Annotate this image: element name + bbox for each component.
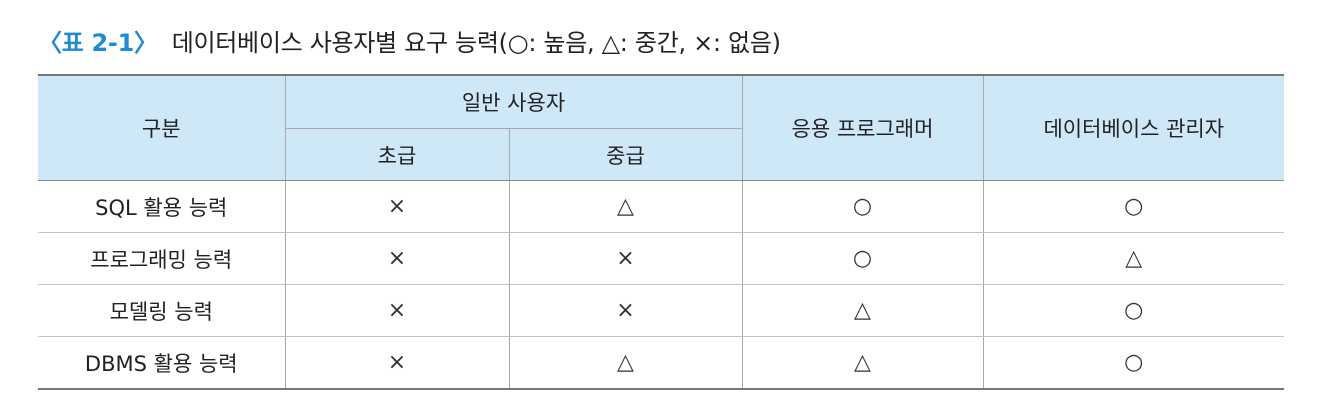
header-dba: 데이터베이스 관리자 xyxy=(982,75,1284,181)
cell-dba: ○ xyxy=(982,336,1284,389)
table-title: 데이터베이스 사용자별 요구 능력(○: 높음, △: 중간, ×: 없음) xyxy=(171,28,781,57)
header-category: 구분 xyxy=(38,75,286,181)
cell-dba: △ xyxy=(982,232,1284,285)
table-body: SQL 활용 능력 × △ ○ ○ 프로그래밍 능력 × × ○ △ 모델링 능… xyxy=(38,180,1284,389)
row-label: 모델링 능력 xyxy=(38,284,286,337)
cell-intermediate: × xyxy=(508,232,743,285)
cell-beginner: × xyxy=(284,232,510,285)
cell-programmer: ○ xyxy=(741,232,984,285)
table-header: 구분 일반 사용자 응용 프로그래머 데이터베이스 관리자 초급 중급 xyxy=(38,75,1284,181)
table-caption: 〈표 2-1〉 데이터베이스 사용자별 요구 능력(○: 높음, △: 중간, … xyxy=(38,20,781,60)
cell-intermediate: × xyxy=(508,284,743,337)
cell-intermediate: △ xyxy=(508,336,743,389)
header-row-2: 초급 중급 xyxy=(38,128,1284,181)
table-row: SQL 활용 능력 × △ ○ ○ xyxy=(38,180,1284,233)
table-row: 모델링 능력 × × △ ○ xyxy=(38,284,1284,337)
requirements-table: 구분 일반 사용자 응용 프로그래머 데이터베이스 관리자 초급 중급 SQL … xyxy=(38,74,1284,390)
row-label: SQL 활용 능력 xyxy=(38,180,286,233)
header-general-user: 일반 사용자 xyxy=(284,75,743,129)
table-number-label: 〈표 2-1〉 xyxy=(38,28,158,57)
header-beginner: 초급 xyxy=(285,128,510,181)
cell-beginner: × xyxy=(284,336,510,389)
cell-beginner: × xyxy=(284,284,510,337)
header-row-1: 구분 일반 사용자 응용 프로그래머 데이터베이스 관리자 xyxy=(38,75,1284,181)
cell-dba: ○ xyxy=(982,180,1284,233)
row-label: 프로그래밍 능력 xyxy=(38,232,286,285)
cell-programmer: △ xyxy=(741,284,984,337)
cell-beginner: × xyxy=(284,180,510,233)
cell-programmer: △ xyxy=(741,336,984,389)
header-app-programmer: 응용 프로그래머 xyxy=(741,75,984,181)
header-intermediate: 중급 xyxy=(508,128,742,181)
cell-intermediate: △ xyxy=(508,180,743,233)
cell-dba: ○ xyxy=(982,284,1284,337)
table-row: DBMS 활용 능력 × △ △ ○ xyxy=(38,336,1284,389)
cell-programmer: ○ xyxy=(741,180,984,233)
row-label: DBMS 활용 능력 xyxy=(38,336,286,389)
table-row: 프로그래밍 능력 × × ○ △ xyxy=(38,232,1284,285)
